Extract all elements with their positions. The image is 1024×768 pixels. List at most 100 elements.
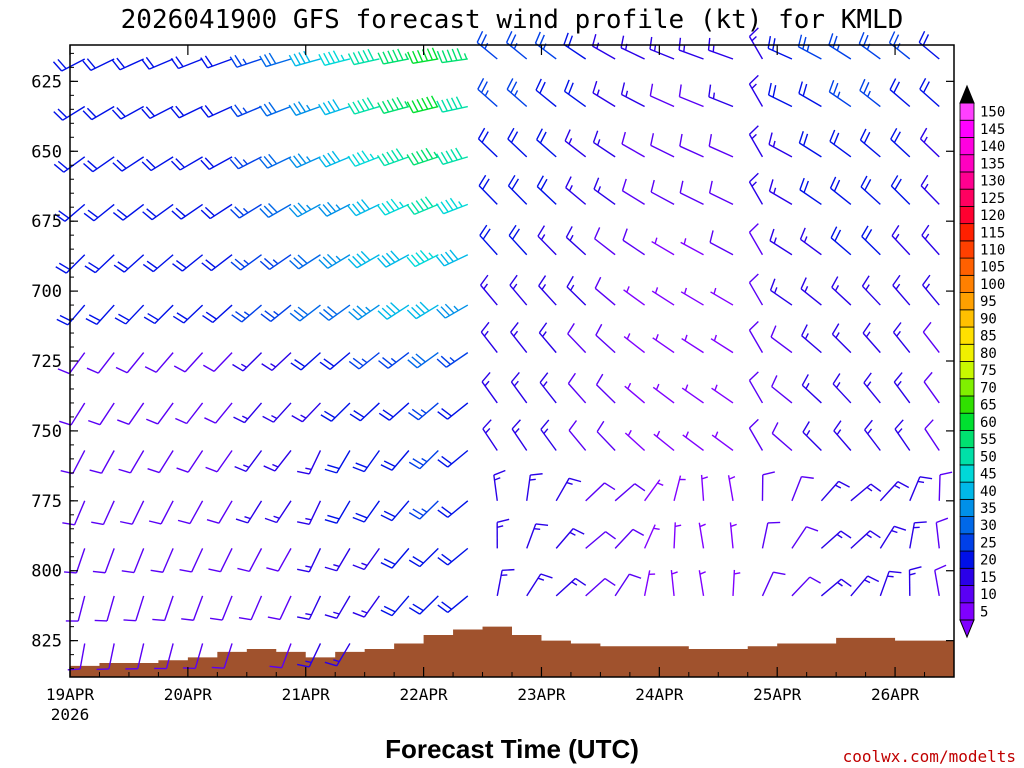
wind-barb: [259, 153, 292, 169]
colorbar-swatch: [959, 550, 975, 569]
wind-barb: [477, 127, 498, 158]
wind-barb: [830, 226, 852, 256]
wind-barb: [297, 595, 322, 621]
wind-barb: [922, 321, 940, 354]
wind-barb: [798, 131, 822, 158]
wind-barb: [591, 34, 616, 60]
wind-barb: [797, 34, 822, 60]
wind-barb: [614, 528, 645, 549]
wind-barb: [94, 595, 115, 622]
wind-barb: [748, 320, 764, 353]
wind-barb: [481, 371, 498, 404]
wind-barb: [318, 253, 351, 269]
wind-barb: [802, 421, 822, 451]
x-tick-label: 19APR: [46, 685, 95, 704]
wind-barb: [229, 54, 262, 68]
wind-barb: [324, 500, 351, 524]
wind-barb: [595, 323, 616, 354]
wind-barb: [555, 477, 582, 502]
wind-barb: [651, 287, 675, 306]
wind-barb: [85, 304, 115, 326]
wind-barb: [267, 595, 292, 621]
colorbar-swatch: [959, 464, 975, 483]
wind-barb: [181, 595, 204, 621]
wind-barb: [437, 449, 469, 468]
colorbar-label: 20: [980, 553, 997, 569]
colorbar-label: 90: [980, 311, 997, 327]
wind-barb: [406, 95, 439, 114]
colorbar-label: 95: [980, 294, 997, 310]
wind-barbs-layer: [52, 27, 953, 671]
wind-barb: [142, 254, 174, 273]
wind-barb: [200, 55, 233, 69]
wind-barb: [563, 32, 587, 60]
wind-barb: [921, 224, 940, 256]
wind-barb: [288, 202, 321, 218]
colorbar-swatch: [959, 102, 975, 121]
wind-barb: [259, 203, 292, 219]
y-tick-label: 775: [31, 492, 62, 512]
wind-barb: [934, 564, 947, 597]
wind-barb: [861, 275, 881, 306]
wind-barb: [859, 128, 881, 158]
wind-barb: [801, 324, 822, 354]
wind-barb: [347, 97, 380, 115]
colorbar-swatch: [959, 171, 975, 190]
wind-barb: [708, 84, 734, 108]
wind-barb: [526, 473, 543, 501]
wind-barb: [53, 105, 86, 121]
wind-barb: [768, 179, 793, 206]
wind-barb: [141, 105, 174, 120]
colorbar-swatch: [959, 292, 975, 311]
wind-barb: [767, 82, 793, 108]
colorbar-label: 120: [980, 208, 1005, 224]
wind-barb: [801, 374, 822, 404]
wind-barb: [377, 96, 410, 115]
wind-barb: [652, 383, 675, 404]
wind-barb: [567, 322, 587, 354]
wind-barb: [863, 372, 881, 404]
wind-barb: [892, 274, 911, 306]
x-tick-label: 22APR: [400, 685, 449, 704]
wind-barb: [890, 175, 911, 205]
wind-barb: [83, 156, 115, 173]
wind-barb: [850, 483, 882, 502]
colorbar-bottom-arrow: [959, 619, 975, 639]
wind-barb: [297, 643, 322, 668]
wind-barb: [860, 175, 881, 205]
wind-barb: [230, 203, 262, 219]
wind-barb: [908, 566, 922, 596]
wind-barb: [52, 58, 86, 72]
wind-barb: [791, 576, 821, 597]
wind-barb: [585, 531, 616, 549]
wind-barb: [318, 50, 351, 66]
wind-barb: [652, 334, 675, 354]
wind-barb: [182, 643, 204, 670]
wind-barb: [173, 352, 204, 373]
wind-barb: [115, 352, 145, 374]
wind-barb: [408, 402, 439, 421]
x-tick-label: 20APR: [164, 685, 213, 704]
wind-barb: [708, 134, 734, 158]
wind-barb: [748, 27, 764, 60]
wind-barb: [566, 275, 587, 306]
colorbar-swatch: [959, 533, 975, 552]
wind-barb: [593, 177, 616, 205]
colorbar-label: 135: [980, 156, 1005, 172]
wind-barb: [673, 475, 686, 501]
wind-barb: [564, 129, 587, 158]
wind-barb: [318, 304, 351, 321]
wind-barb: [710, 334, 734, 354]
wind-barb: [681, 384, 704, 404]
wind-barb: [681, 334, 704, 354]
y-tick-label: 725: [31, 352, 62, 372]
wind-barb: [680, 238, 704, 256]
wind-barb: [206, 500, 233, 524]
colorbar-label: 60: [980, 415, 997, 431]
wind-barb: [435, 197, 469, 215]
wind-barb: [176, 450, 204, 473]
wind-barb: [408, 547, 439, 568]
wind-barb: [147, 450, 174, 474]
wind-barb: [909, 521, 927, 549]
wind-barb: [526, 523, 549, 549]
